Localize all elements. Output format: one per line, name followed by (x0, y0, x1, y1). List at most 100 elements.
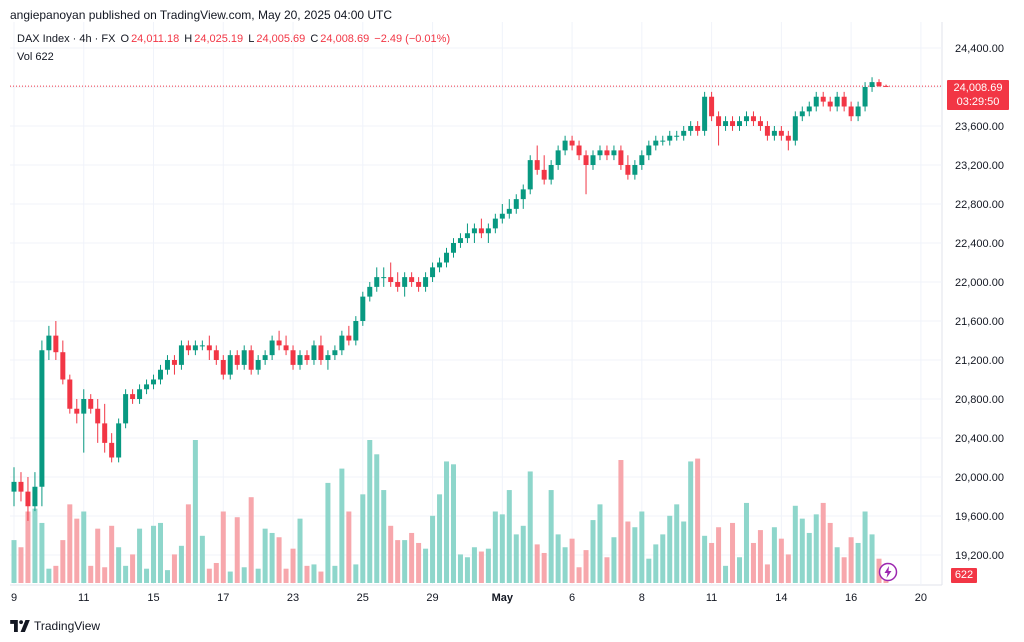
candle-body (464, 233, 470, 239)
candle-body (792, 116, 798, 141)
volume-bar (604, 557, 610, 583)
volume-bar (311, 564, 317, 583)
candle-body (444, 252, 450, 263)
volume-bar (88, 565, 94, 583)
volume-bar (53, 565, 59, 583)
open-label: O (120, 33, 130, 45)
volume-bar (737, 557, 743, 583)
volume-bar (716, 527, 722, 583)
candle-body (192, 345, 198, 351)
low-value: 24,005.69 (256, 33, 306, 45)
volume-bar (276, 537, 282, 583)
candle-body (227, 355, 233, 375)
symbol-label[interactable]: DAX Index · 4h · FX (17, 33, 116, 45)
candle-body (723, 121, 729, 126)
volume-bar (374, 454, 380, 583)
candle-body (639, 155, 645, 165)
candle-body (520, 189, 526, 200)
candle-body (402, 277, 408, 287)
candle-body (353, 321, 359, 341)
volume-bar (402, 540, 408, 583)
candle-body (806, 106, 812, 112)
volume-bar (332, 565, 338, 583)
volume-bar (555, 534, 561, 583)
volume-bar (869, 534, 875, 583)
volume-bar (548, 490, 554, 583)
volume-bar (157, 522, 163, 583)
y-tick-label: 21,200.00 (955, 355, 1004, 367)
volume-bar (611, 537, 617, 583)
volume-bar (248, 497, 254, 583)
volume-bar (778, 538, 784, 583)
footer-brand: TradingView (10, 619, 100, 633)
candle-body (185, 345, 191, 351)
volume-bar (695, 458, 701, 583)
candle-body (583, 155, 589, 165)
candle-body (625, 165, 631, 175)
volume-bar (576, 567, 582, 583)
volume-bar (688, 461, 694, 583)
high-value: 24,025.19 (194, 33, 244, 45)
volume-bar (799, 518, 805, 583)
x-tick-label: 29 (426, 592, 438, 604)
volume-bar (709, 542, 715, 583)
volume-bar (353, 564, 359, 583)
volume-bar (109, 525, 115, 583)
volume-bar (562, 547, 568, 583)
volume-bar (199, 535, 205, 583)
volume-value: 622 (35, 51, 54, 63)
candle-body (46, 335, 52, 351)
volume-bar (213, 562, 219, 583)
volume-bar (757, 530, 763, 583)
candle-body (883, 85, 889, 87)
y-tick-label: 19,600.00 (955, 511, 1004, 523)
volume-bar (450, 464, 456, 583)
candle-body (11, 481, 17, 492)
volume-bar (262, 528, 268, 583)
y-tick-label: 24,400.00 (955, 43, 1004, 55)
volume-bar (785, 554, 791, 583)
candle-body (234, 355, 240, 365)
candle-body (820, 96, 826, 102)
candle-body (25, 491, 31, 507)
volume-label: Vol (17, 51, 33, 63)
volume-bar (632, 527, 638, 583)
candle-body (360, 296, 366, 321)
candle-body (325, 355, 331, 360)
volume-bar (423, 548, 429, 583)
volume-bar (820, 502, 826, 583)
volume-bar (743, 502, 749, 583)
candle-body (130, 394, 136, 399)
volume-bar (569, 538, 575, 583)
volume-bar (457, 554, 463, 583)
volume-bar (723, 565, 729, 583)
volume-bar (416, 542, 422, 583)
candle-body (709, 96, 715, 117)
volume-bar (144, 568, 150, 583)
candle-body (88, 399, 94, 409)
volume-bar (848, 537, 854, 583)
volume-bar (464, 557, 470, 583)
volume-bar (185, 504, 191, 583)
x-tick-label: 11 (78, 592, 89, 604)
candle-body (534, 160, 540, 170)
candle-body (632, 165, 638, 175)
lightning-icon[interactable] (878, 562, 898, 582)
candle-body (416, 282, 422, 287)
candle-body (102, 423, 108, 443)
candle-body (757, 121, 763, 126)
x-tick-label: 8 (639, 592, 645, 604)
volume-bar (255, 568, 261, 583)
volume-bar (381, 490, 387, 583)
candle-body (39, 350, 45, 487)
candle-body (318, 345, 324, 360)
candle-body (681, 130, 687, 136)
volume-bar (234, 517, 240, 583)
candle-body (457, 238, 463, 243)
volume-bar (485, 548, 491, 583)
candle-body (499, 213, 505, 219)
volume-bar (583, 550, 589, 583)
candle-body (137, 389, 143, 399)
candle-body (848, 106, 854, 117)
